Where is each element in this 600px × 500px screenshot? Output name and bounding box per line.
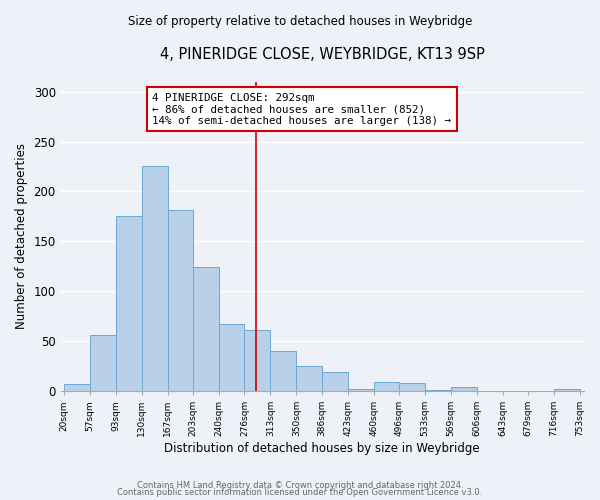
Bar (167, 210, 193, 391)
Title: 4, PINERIDGE CLOSE, WEYBRIDGE, KT13 9SP: 4, PINERIDGE CLOSE, WEYBRIDGE, KT13 9SP (160, 48, 485, 62)
Bar (64, 384, 90, 391)
Text: Contains public sector information licensed under the Open Government Licence v3: Contains public sector information licen… (118, 488, 482, 497)
Bar (193, 268, 219, 391)
Bar (90, 335, 116, 391)
Bar (296, 366, 322, 391)
Y-axis label: Number of detached properties: Number of detached properties (15, 144, 28, 330)
Bar (554, 389, 580, 391)
Bar (322, 372, 348, 391)
Text: Contains HM Land Registry data © Crown copyright and database right 2024.: Contains HM Land Registry data © Crown c… (137, 480, 463, 490)
Bar (399, 383, 425, 391)
Bar (348, 389, 374, 391)
Bar (451, 387, 476, 391)
Bar (116, 216, 142, 391)
Bar (219, 324, 244, 391)
Bar (374, 382, 399, 391)
Text: 4 PINERIDGE CLOSE: 292sqm
← 86% of detached houses are smaller (852)
14% of semi: 4 PINERIDGE CLOSE: 292sqm ← 86% of detac… (152, 92, 451, 126)
Bar (425, 390, 451, 391)
Bar (244, 330, 271, 391)
Text: Size of property relative to detached houses in Weybridge: Size of property relative to detached ho… (128, 14, 472, 28)
Bar (271, 351, 296, 391)
X-axis label: Distribution of detached houses by size in Weybridge: Distribution of detached houses by size … (164, 442, 480, 455)
Bar (142, 166, 167, 391)
